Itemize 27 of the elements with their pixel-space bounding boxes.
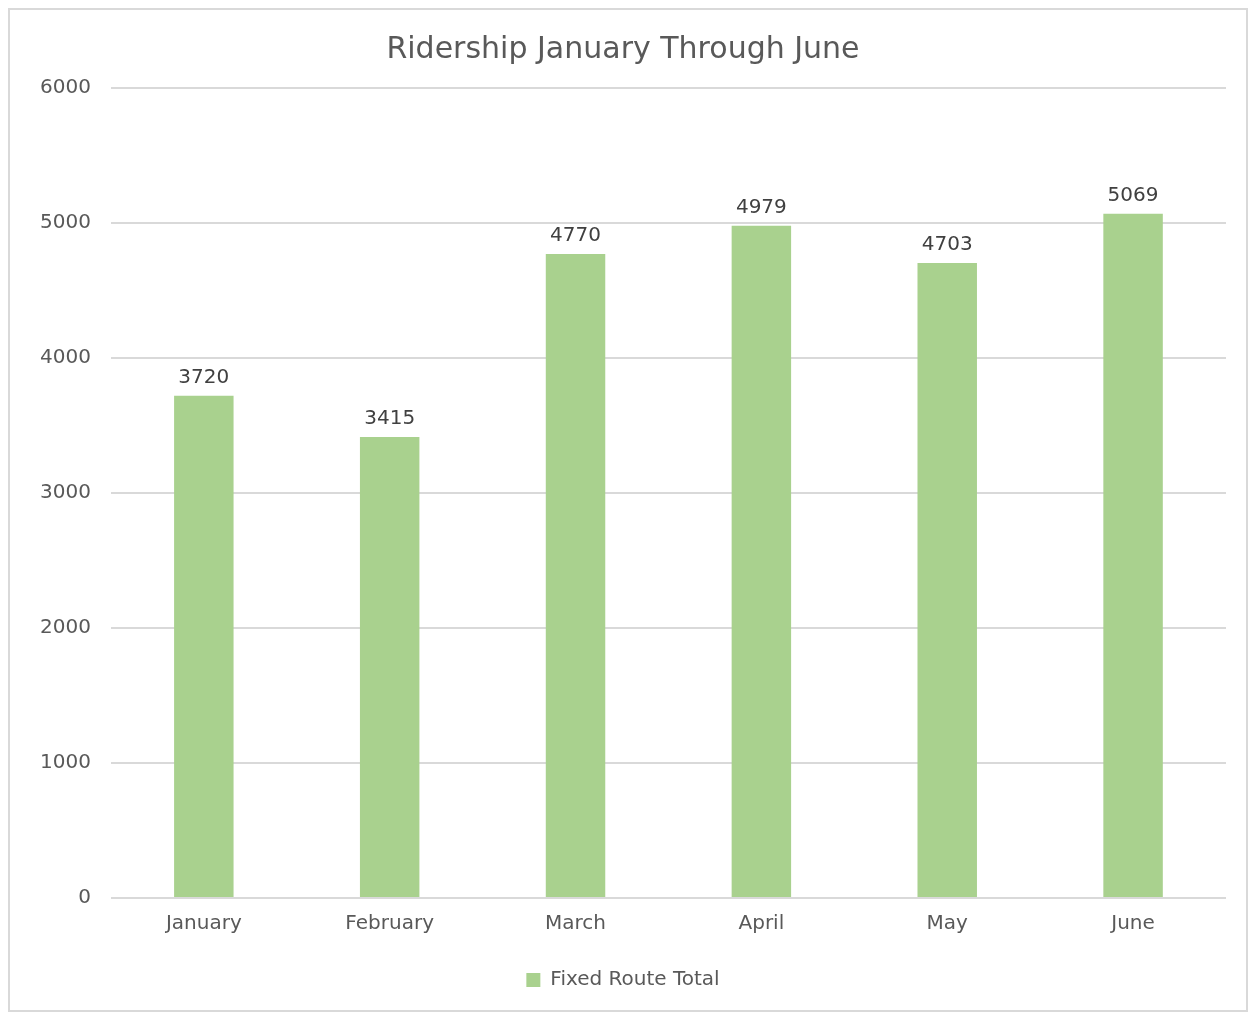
y-tick-label: 6000 [39, 74, 91, 99]
y-tick-label: 2000 [39, 614, 91, 639]
chart-title: Ridership January Through June [386, 29, 860, 65]
data-label: 3415 [364, 405, 416, 430]
x-tick-label: March [545, 910, 607, 935]
y-tick-label: 3000 [39, 479, 91, 504]
data-label: 5069 [1107, 181, 1159, 206]
bar [731, 225, 792, 897]
bar [174, 395, 234, 897]
y-tick-label: 0 [78, 884, 91, 909]
x-tick-label: January [163, 910, 242, 935]
x-tick-label: February [345, 910, 435, 935]
data-label: 4770 [550, 222, 601, 247]
y-tick-label: 1000 [39, 749, 91, 774]
legend-label: Fixed Route Total [550, 966, 720, 991]
bar [545, 254, 606, 897]
y-tick-label: 5000 [39, 209, 91, 234]
bar [359, 436, 420, 897]
x-tick-label: May [926, 910, 969, 935]
bar [1103, 213, 1163, 897]
data-label: 4703 [921, 231, 973, 256]
data-label: 3720 [178, 364, 230, 388]
x-tick-label: June [1109, 910, 1155, 935]
data-label: 4979 [735, 194, 787, 219]
x-tick-label: April [738, 910, 785, 935]
y-tick-label: 4000 [39, 344, 91, 369]
bar [917, 263, 977, 897]
